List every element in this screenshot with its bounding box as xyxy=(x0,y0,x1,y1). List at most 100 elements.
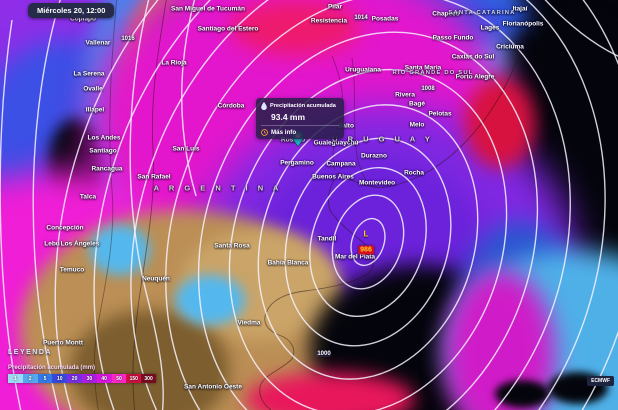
state-label: SANTA CATARINA xyxy=(448,10,516,16)
legend-stop-label: 300 xyxy=(144,375,153,382)
city-label: Bahía Blanca xyxy=(267,259,309,267)
timestamp-badge: Miércoles 20, 12:00 xyxy=(28,3,115,18)
city-label: Campana xyxy=(326,160,356,168)
city-label: Lages xyxy=(480,24,500,32)
precipitation-tooltip: Precipitación acumulada 93.4 mm Más info xyxy=(256,98,344,139)
city-label: Rocha xyxy=(404,169,424,177)
city-label: Itajaí xyxy=(512,5,528,13)
legend-stop-label: 1 xyxy=(14,375,17,382)
isobar-value-label: 1008 xyxy=(420,86,436,92)
isobar-value-label: 1014 xyxy=(353,15,369,21)
country-label: U R U G U A Y xyxy=(332,134,434,144)
low-pressure-marker: L 986 xyxy=(358,229,374,256)
city-label: Durazno xyxy=(361,152,387,160)
city-label: Rancagua xyxy=(91,165,123,173)
more-info-label: Más info xyxy=(271,129,297,136)
city-label: Buenos Aires xyxy=(312,173,354,181)
city-label: Lebu xyxy=(44,240,60,248)
legend-stop-label: 2 xyxy=(28,375,32,382)
city-label: Santiago xyxy=(89,147,117,155)
city-label: Passo Fundo xyxy=(432,34,474,42)
country-label: A R G E N T I N A xyxy=(153,183,283,193)
city-label: Florianópolis xyxy=(502,20,544,28)
city-label: Gualeguaychú xyxy=(313,139,359,147)
city-label: Uruguaiana xyxy=(345,66,381,74)
city-label: Bagé xyxy=(409,100,425,108)
legend-stop: 150 xyxy=(126,374,142,383)
legend-stop: 1 xyxy=(8,374,23,383)
legend-stop-label: 150 xyxy=(129,375,138,382)
tooltip-divider xyxy=(261,125,339,126)
model-badge: ECMWF xyxy=(587,376,614,386)
city-label: Caxias do Sul xyxy=(451,53,495,61)
city-label: La Rioja xyxy=(161,59,187,67)
city-label: Pilar xyxy=(327,3,343,11)
city-label: Santa Maria xyxy=(404,64,442,72)
legend-stop: 5 xyxy=(37,374,53,383)
legend-stop-label: 20 xyxy=(71,375,78,382)
city-label: Salto xyxy=(338,122,354,130)
legend-stop-label: 10 xyxy=(57,375,63,382)
legend-stop-label: 30 xyxy=(86,375,93,382)
isobar-value-label: 1016 xyxy=(120,36,136,42)
low-pressure-value: 986 xyxy=(358,245,374,255)
raindrop-icon xyxy=(261,102,267,110)
legend-stop: 300 xyxy=(141,374,156,383)
legend-stop: 30 xyxy=(81,374,97,383)
legend-stop: 50 xyxy=(111,374,127,383)
legend: LEYENDA Precipitación acumulada (mm) 1 2 5… xyxy=(8,349,156,383)
city-label: Santiago del Estero xyxy=(197,25,259,33)
city-label: Montevideo xyxy=(358,179,396,187)
city-label: Pelotas xyxy=(428,110,452,118)
city-label: Rosario xyxy=(280,136,306,144)
city-label: Los Andes xyxy=(87,134,121,142)
legend-subtitle: Precipitación acumulada (mm) xyxy=(8,365,96,371)
legend-stop-label: 50 xyxy=(116,375,122,382)
state-label: RIO GRANDE DO SUL xyxy=(392,70,474,76)
city-label: Posadas xyxy=(371,15,399,23)
city-label: Córdoba xyxy=(217,102,245,110)
city-label: Santa Rosa xyxy=(214,242,250,250)
city-label: Resistencia xyxy=(310,17,348,25)
city-label: Concepción xyxy=(46,224,84,232)
city-label: Mar del Plata xyxy=(334,253,376,261)
tooltip-label: Precipitación acumulada xyxy=(270,103,336,109)
legend-title: LEYENDA xyxy=(8,349,52,356)
clock-icon xyxy=(261,129,268,136)
city-label: Ovalle xyxy=(83,85,103,93)
city-label: Puerto Montt xyxy=(42,339,84,347)
city-label: Melo xyxy=(409,121,425,129)
city-label: Chapecó xyxy=(432,10,460,18)
legend-stop: 20 xyxy=(67,374,82,383)
city-label: Copiapó xyxy=(70,15,96,23)
city-label: Talca xyxy=(79,193,97,201)
city-label: Criciúma xyxy=(496,43,524,51)
legend-stop: 40 xyxy=(96,374,112,383)
city-label: Porto Alegre xyxy=(455,73,495,81)
city-label: San Antonio Oeste xyxy=(184,383,242,391)
city-label: San Rafael xyxy=(137,173,171,181)
city-label: San Miguel de Tucumán xyxy=(171,5,245,13)
city-label: Temuco xyxy=(59,266,85,274)
city-label: Los Ángeles xyxy=(60,240,100,248)
city-label: Illapel xyxy=(85,106,105,114)
city-label: San Luis xyxy=(172,145,200,153)
legend-stop-label: 40 xyxy=(101,375,107,382)
city-label: Tandil xyxy=(317,235,337,243)
city-label: Viedma xyxy=(237,319,261,327)
low-symbol: L xyxy=(363,229,369,239)
more-info-button[interactable]: Más info xyxy=(261,129,339,136)
tooltip-header: Precipitación acumulada xyxy=(261,102,339,110)
city-label: Rivera xyxy=(395,91,415,99)
legend-color-bar: 1 2 5 10 20 30 40 50 150 300 xyxy=(8,374,156,383)
tooltip-value: 93.4 mm xyxy=(271,112,306,122)
city-label: La Serena xyxy=(73,70,105,78)
isobar-value-label: 1000 xyxy=(316,351,332,357)
legend-stop-label: 5 xyxy=(43,375,47,382)
city-label: Vallenar xyxy=(85,39,111,47)
city-label: Pergamino xyxy=(280,159,314,167)
legend-stop: 10 xyxy=(52,374,68,383)
legend-stop: 2 xyxy=(22,374,38,383)
